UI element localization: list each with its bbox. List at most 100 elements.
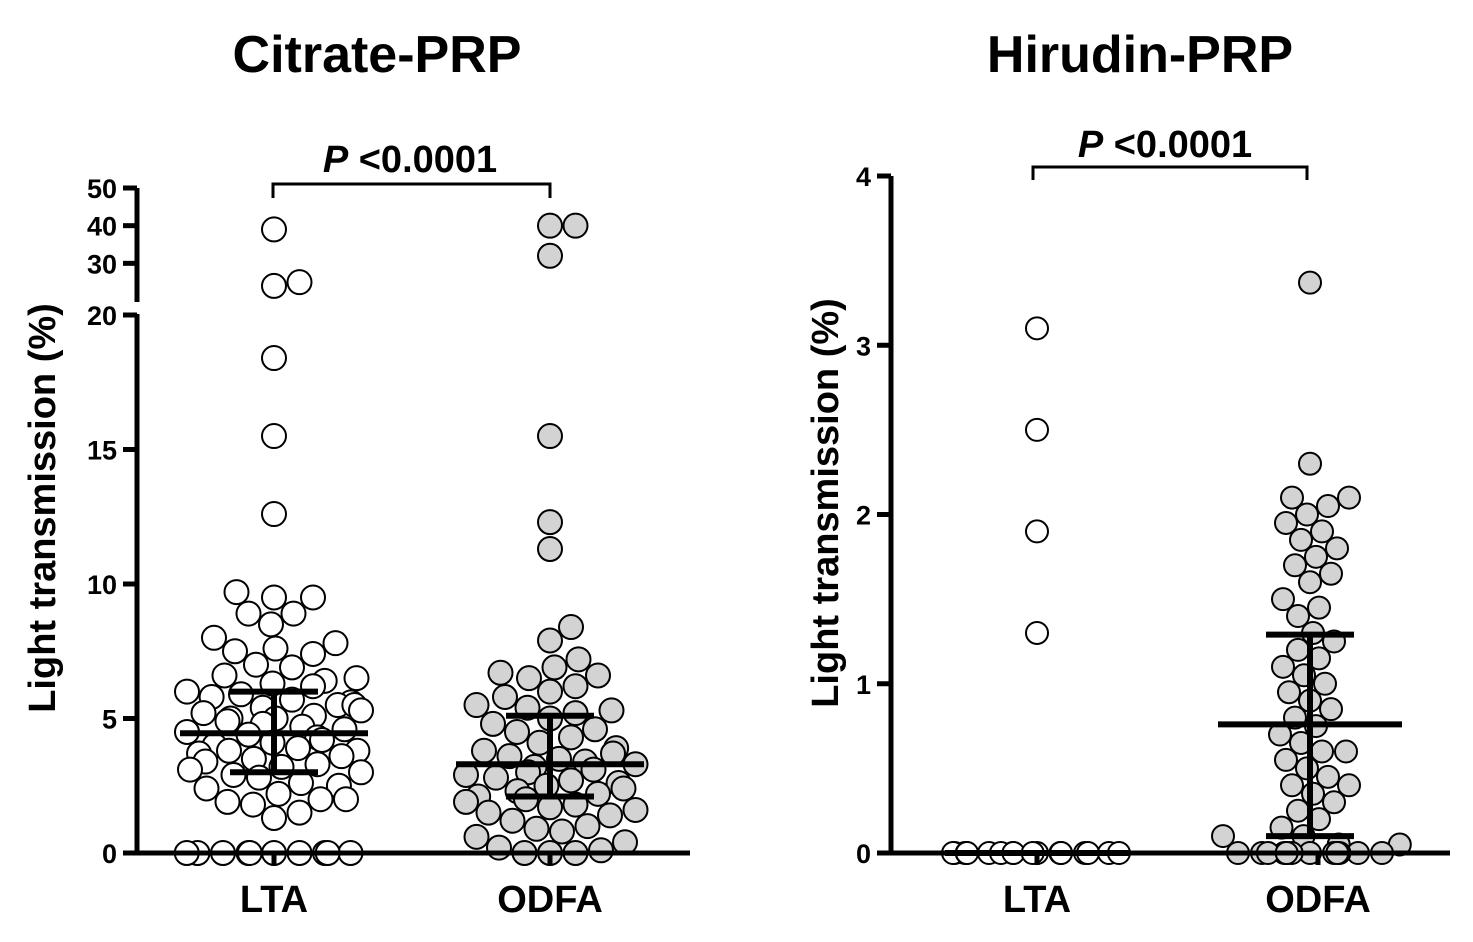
hirudin-prp-p-text: <0.0001 [1103,124,1252,166]
citrate-prp-lta-point [288,801,312,825]
citrate-prp-odfa-point [477,801,501,825]
hirudin-prp-odfa-point [1317,495,1339,517]
hirudin-prp-odfa-point [1308,597,1330,619]
citrate-prp-lta-point [349,760,373,784]
citrate-prp-y-tick-label: 40 [87,212,117,242]
hirudin-prp-marks [942,272,1411,864]
hirudin-prp-odfa-point [1275,749,1297,771]
citrate-prp-odfa-point [489,661,513,685]
citrate-prp-p-symbol: P [323,139,349,181]
citrate-prp-lta-point [264,637,288,661]
citrate-prp-lta-point [217,739,241,763]
citrate-prp-significance-bracket [273,184,550,198]
citrate-prp-p-value: P <0.0001 [323,139,497,181]
citrate-prp-lta-point [223,639,247,663]
citrate-prp-odfa-point [465,825,489,849]
citrate-prp-lta-point [262,217,286,241]
citrate-prp-odfa-point [525,817,549,841]
citrate-prp-lta-point [333,717,357,741]
hirudin-prp-p-symbol: P [1078,124,1104,166]
citrate-prp-odfa-point [505,720,529,744]
citrate-prp-odfa-point [538,510,562,534]
citrate-prp-odfa-point [538,214,562,238]
citrate-prp-lta-point [213,663,237,687]
hirudin-prp-panel: Hirudin-PRP Light transmission (%) 0 1 2 3 4… [805,26,1450,921]
hirudin-prp-category-odfa: ODFA [1265,879,1371,921]
citrate-prp-lta-point [178,758,202,782]
citrate-prp-y-axis-label: Light transmission (%) [22,303,64,713]
citrate-prp-odfa-point [600,698,624,722]
citrate-prp-lta-point [345,666,369,690]
citrate-prp-significance: P <0.0001 [273,139,550,198]
citrate-prp-odfa-point [559,725,583,749]
citrate-prp-odfa-point [582,758,606,782]
citrate-prp-odfa-point [501,809,525,833]
citrate-prp-odfa-point [538,628,562,652]
hirudin-prp-odfa-point [1278,681,1300,703]
citrate-prp-odfa-point [550,819,574,843]
citrate-prp-y-tick-label: 15 [87,436,117,466]
citrate-prp-lta-point [334,787,358,811]
citrate-prp-odfa-point [589,838,613,862]
citrate-prp-lta-point [175,680,199,704]
citrate-prp-odfa-point [576,814,600,838]
hirudin-prp-odfa-point [1326,537,1348,559]
hirudin-prp-significance: P <0.0001 [1033,124,1307,180]
citrate-prp-odfa-point [517,666,541,690]
hirudin-prp-odfa-point [1299,571,1321,593]
citrate-prp-odfa-point [481,712,505,736]
citrate-prp-odfa-point [538,244,562,268]
citrate-prp-lta-point [241,793,265,817]
hirudin-prp-title: Hirudin-PRP [987,26,1293,84]
citrate-prp-lta-point [301,674,325,698]
hirudin-prp-odfa-point [1338,487,1360,509]
citrate-prp-odfa-point [559,615,583,639]
citrate-prp-lta-point [216,790,240,814]
citrate-prp-lta-point [267,782,291,806]
citrate-prp-lta-point [262,502,286,526]
hirudin-prp-y-tick-label: 4 [856,162,871,192]
hirudin-prp-odfa-point [1335,740,1357,762]
citrate-prp-odfa-point [586,663,610,687]
citrate-prp-odfa-point [493,685,517,709]
hirudin-prp-y-axis-label: Light transmission (%) [805,298,847,708]
citrate-prp-lta-point [262,806,286,830]
hirudin-prp-odfa-point [1299,453,1321,475]
hirudin-prp-lta-point [1026,520,1048,542]
citrate-prp-odfa-point [564,674,588,698]
citrate-prp-y-tick-label: 50 [87,174,117,204]
citrate-prp-odfa-point [612,776,636,800]
citrate-prp-lta-point [262,424,286,448]
hirudin-prp-lta-point [1026,419,1048,441]
hirudin-prp-y-tick-label: 1 [856,670,871,700]
citrate-prp-lta-point [216,709,240,733]
hirudin-prp-odfa-point [1281,774,1303,796]
hirudin-prp-lta-point [1026,317,1048,339]
citrate-prp-odfa-point [484,766,508,790]
citrate-prp-lta-point [259,612,283,636]
citrate-prp-lta-point [202,626,226,650]
citrate-prp-odfa-point [538,680,562,704]
citrate-prp-lta-point [244,653,268,677]
citrate-prp-odfa-point [583,717,607,741]
citrate-prp-odfa-point [465,693,489,717]
citrate-prp-lta-point [349,698,373,722]
hirudin-prp-odfa-point [1287,800,1309,822]
citrate-prp-lta-point [301,585,325,609]
citrate-prp-lta-point [301,642,325,666]
citrate-prp-lta-point [237,602,261,626]
citrate-prp-lta-point [247,766,271,790]
hirudin-prp-axes: 0 1 2 3 4 [856,162,1450,869]
citrate-prp-odfa-point [472,739,496,763]
citrate-prp-y-tick-label: 30 [87,249,117,279]
citrate-prp-odfa-point [598,803,622,827]
citrate-prp-odfa-point [487,836,511,860]
hirudin-prp-odfa-point [1299,272,1321,294]
citrate-prp-y-tick-label: 0 [102,839,117,869]
citrate-prp-lta-point [225,580,249,604]
citrate-prp-marks [175,214,648,865]
citrate-prp-category-lta: LTA [240,879,308,921]
citrate-prp-y-tick-label: 10 [87,570,117,600]
citrate-prp-odfa-point [624,798,648,822]
